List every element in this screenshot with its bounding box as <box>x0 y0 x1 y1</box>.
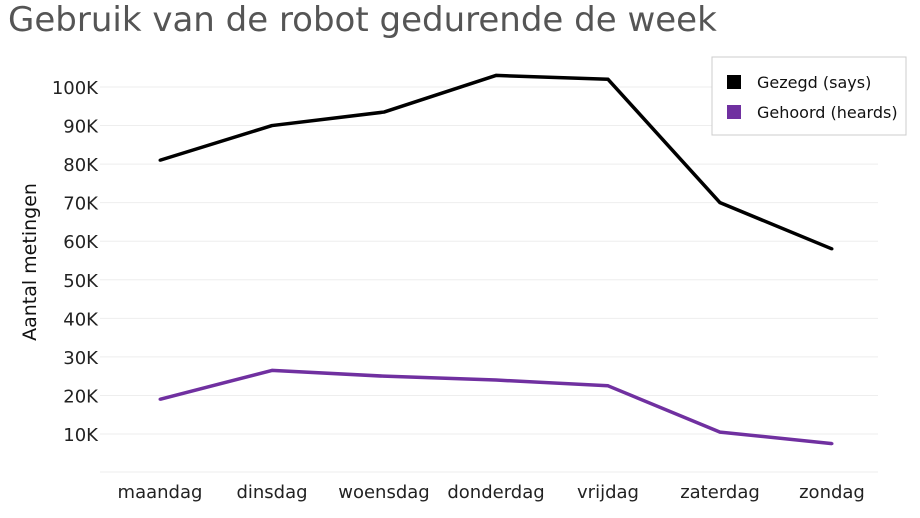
data-point <box>382 110 386 114</box>
x-tick-label: zaterdag <box>680 482 760 503</box>
series-lines <box>158 73 834 446</box>
data-point <box>830 247 834 251</box>
x-tick-label: dinsdag <box>236 482 307 503</box>
data-point <box>382 374 386 378</box>
y-tick-label: 20K <box>63 386 99 407</box>
data-point <box>830 442 834 446</box>
x-tick-label: donderdag <box>447 482 544 503</box>
data-point <box>718 430 722 434</box>
data-point <box>606 77 610 81</box>
data-point <box>270 124 274 128</box>
legend-swatch <box>727 75 741 89</box>
y-axis-label: Aantal metingen <box>19 183 41 341</box>
legend-swatch <box>727 105 741 119</box>
data-point <box>158 397 162 401</box>
x-axis-ticks: maandag dinsdag woensdag donderdag vrijdag za… <box>118 482 865 503</box>
data-point <box>158 158 162 162</box>
data-point <box>606 384 610 388</box>
y-tick-label: 70K <box>63 194 99 215</box>
y-tick-label: 50K <box>63 271 99 292</box>
data-point <box>270 368 274 372</box>
data-point <box>494 378 498 382</box>
legend: Gezegd (says) Gehoord (heards) <box>711 56 907 136</box>
y-tick-label: 100K <box>52 78 99 99</box>
y-tick-label: 30K <box>63 348 99 369</box>
y-tick-label: 60K <box>63 232 99 253</box>
x-tick-label: woensdag <box>338 482 429 503</box>
data-point <box>494 73 498 77</box>
legend-label: Gezegd (says) <box>757 73 871 92</box>
y-tick-label: 10K <box>63 425 99 446</box>
data-point <box>718 201 722 205</box>
x-tick-label: maandag <box>118 482 203 503</box>
x-tick-label: vrijdag <box>577 482 639 503</box>
legend-box <box>711 56 907 136</box>
y-tick-label: 40K <box>63 309 99 330</box>
legend-label: Gehoord (heards) <box>757 103 898 122</box>
y-axis-ticks: 10K 20K 30K 40K 50K 60K 70K 80K 90K 100K <box>52 78 99 446</box>
y-tick-label: 80K <box>63 155 99 176</box>
gridlines <box>100 86 878 473</box>
x-tick-label: zondag <box>799 482 865 503</box>
chart-title: Gebruik van de robot gedurende de week <box>8 0 717 40</box>
y-tick-label: 90K <box>63 117 99 138</box>
